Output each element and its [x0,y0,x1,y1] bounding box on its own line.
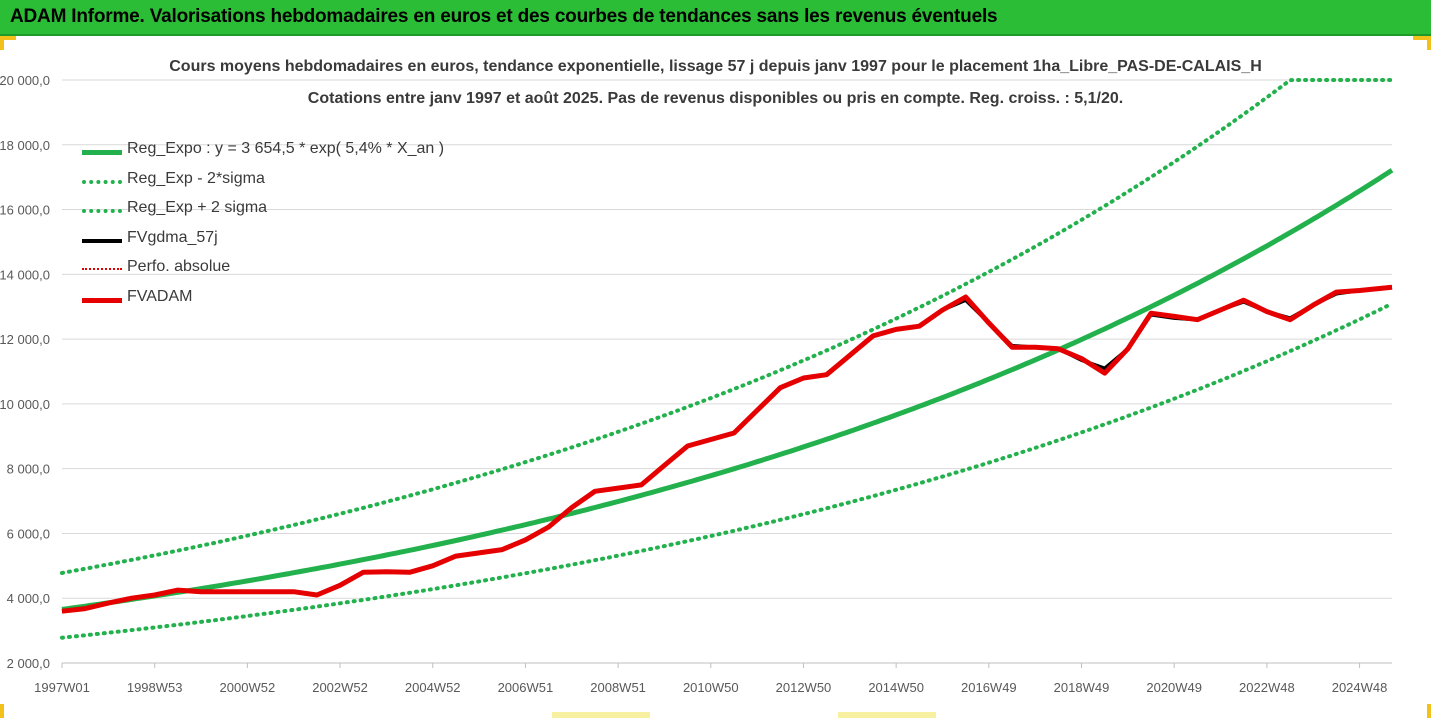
x-tick-label: 2008W51 [590,680,646,695]
x-tick-label: 2020W49 [1146,680,1202,695]
series-line-reg-exp-2-sigma [60,301,1394,640]
y-tick-label: 4 000,0 [7,591,50,606]
chart-title: Cours moyens hebdomadaires en euros, ten… [169,58,1262,75]
y-tick-label: 20 000,0 [0,73,50,88]
x-tick-label: 2012W50 [776,680,832,695]
chart-subtitle: Cotations entre janv 1997 et août 2025. … [307,90,1124,107]
series-line-perfo-absolue [61,286,1393,613]
x-tick-label: 2016W49 [961,680,1017,695]
legend-swatch-reg-expo [82,150,122,155]
y-tick-label: 12 000,0 [0,332,50,347]
legend-label-reg-expo: Reg_Expo : y = 3 654,5 * exp( 5,4% * X_a… [127,140,445,157]
report-banner: ADAM Informe. Valorisations hebdomadaire… [0,0,1431,36]
sheet-tab-marker-2 [838,712,936,718]
x-tick-label: 1997W01 [34,680,90,695]
y-tick-label: 18 000,0 [0,138,50,153]
corner-accent-bottom-right [1427,704,1431,718]
x-tick-label: 2018W49 [1054,680,1110,695]
corner-accent-bottom-left [0,704,4,718]
legend-swatch-perfo [82,268,122,271]
series-line-fvgdma-57j [61,285,1393,613]
y-tick-label: 10 000,0 [0,397,50,412]
x-tick-label: 2004W52 [405,680,461,695]
corner-accent-top-right [1413,36,1431,40]
series-lines [60,78,1394,640]
legend-label-fvgdma: FVgdma_57j [127,228,218,246]
x-tick-label: 2022W48 [1239,680,1295,695]
x-tick-label: 2024W48 [1332,680,1388,695]
legend-label-reg-exp-minus: Reg_Exp - 2*sigma [127,169,265,187]
series-line-reg-expo-y-3-654-5-exp-5-4-x-an [61,168,1394,612]
series-line-reg-exp-2-sigma [60,78,1394,575]
corner-accent-top-left-vertical [0,36,4,50]
y-tick-label: 16 000,0 [0,203,50,218]
series-line-fvadam [61,284,1393,614]
legend-swatch-fvadam [82,297,122,303]
x-axis-tick-labels: 1997W01 1998W53 2000W52 2002W52 2004W52 2006W… [34,680,1387,695]
legend-swatch-reg-exp-plus [82,209,122,214]
legend-swatch-reg-exp-minus [82,179,122,184]
x-tick-label: 1998W53 [127,680,183,695]
y-tick-label: 2 000,0 [7,656,50,671]
y-tick-label: 14 000,0 [0,267,50,282]
legend-label-fvadam: FVADAM [127,287,193,305]
x-tick-label: 2002W52 [312,680,368,695]
y-axis-tick-labels: 2 000,0 4 000,0 6 000,0 8 000,0 10 000,0 12 0… [0,73,50,671]
sheet-tab-marker-1 [552,712,650,718]
x-tick-label: 2014W50 [868,680,924,695]
legend-swatch-fvgdma [82,238,122,243]
corner-accent-top-left [0,36,16,40]
legend-label-reg-exp-plus: Reg_Exp + 2 sigma [127,199,268,217]
x-tick-label: 2000W52 [220,680,276,695]
x-tick-label: 2010W50 [683,680,739,695]
report-title: ADAM Informe. Valorisations hebdomadaire… [10,6,998,27]
x-tick-label: 2006W51 [498,680,554,695]
y-tick-label: 6 000,0 [7,526,50,541]
legend-label-perfo: Perfo. absolue [127,258,231,276]
y-tick-label: 8 000,0 [7,462,50,477]
corner-accent-top-right-vertical [1427,36,1431,50]
